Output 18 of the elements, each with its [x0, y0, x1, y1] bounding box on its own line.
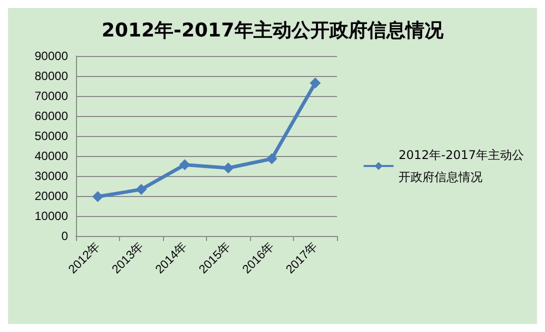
y-tick-label: 60000 — [34, 109, 68, 123]
chart-title: 2012年-2017年主动公开政府信息情况 — [102, 20, 444, 42]
y-tick-label: 90000 — [34, 49, 68, 63]
y-tick-label: 0 — [61, 229, 68, 243]
point — [92, 191, 104, 202]
point — [179, 159, 190, 170]
y-tick-label: 80000 — [34, 69, 68, 83]
y-tick-label: 50000 — [34, 129, 68, 143]
y-tick-label: 20000 — [34, 189, 68, 203]
legend-label: 2012年-2017年主动公开政府信息情况 — [398, 148, 524, 184]
y-tick-label: 70000 — [34, 89, 68, 103]
point — [266, 153, 278, 164]
y-tick-label: 30000 — [34, 169, 68, 183]
y-tick-label: 10000 — [34, 209, 68, 223]
point — [136, 184, 147, 195]
y-tick-label: 40000 — [34, 149, 68, 163]
point — [222, 162, 234, 174]
point — [310, 78, 321, 88]
